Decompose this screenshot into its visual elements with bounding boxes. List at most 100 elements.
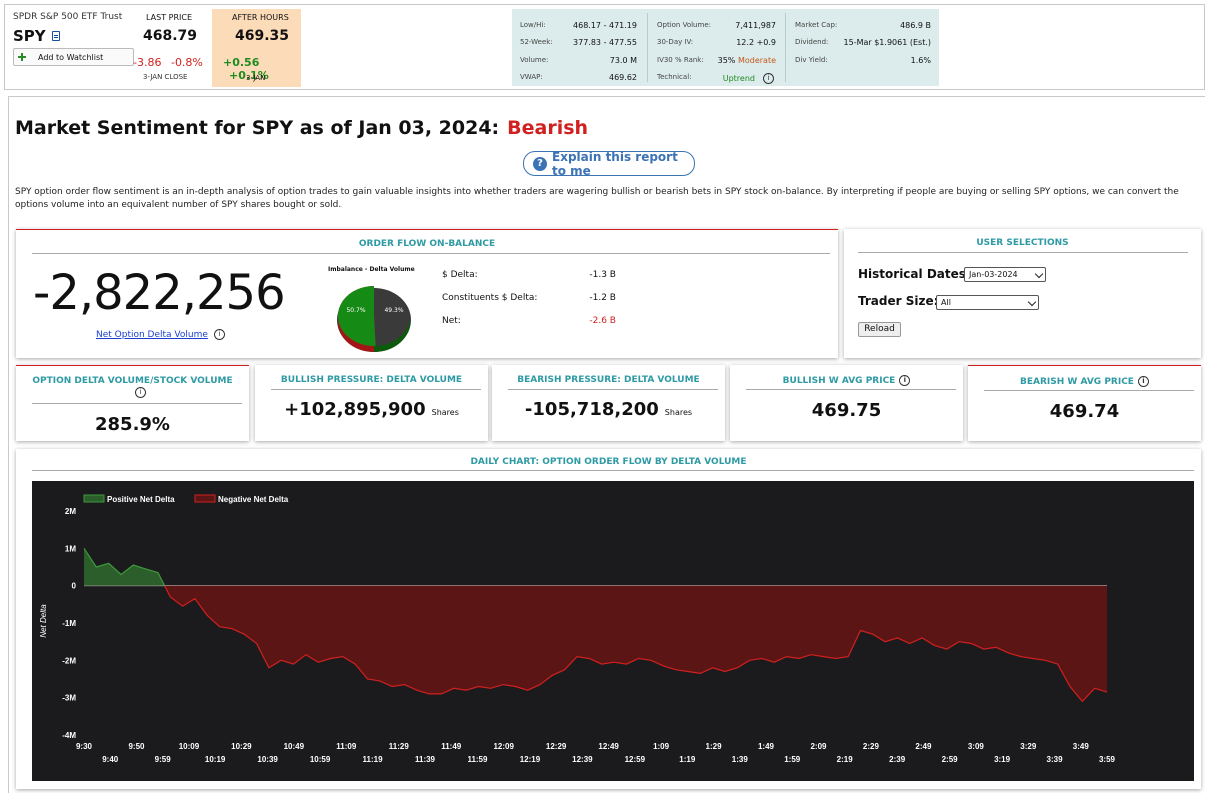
x-tick-label: 12:09 xyxy=(493,742,514,751)
price-change-value: -3.86 xyxy=(133,56,162,69)
stat-card-number: -105,718,200 xyxy=(524,399,659,420)
stat-card-value: 469.75 xyxy=(811,400,882,421)
page-title-text: Market Sentiment for SPY as of Jan 03, 2… xyxy=(15,117,500,139)
x-tick-label: 1:09 xyxy=(653,742,670,751)
after-hours-box: AFTER HOURS 469.35 +0.56 +0.1% 3-JAN xyxy=(212,9,301,87)
stat-card-bullish-avg-price: BULLISH W AVG PRICE i 469.75 xyxy=(730,365,963,441)
after-hours-date: 3-JAN xyxy=(246,74,266,82)
x-tick-label: 10:29 xyxy=(231,742,252,751)
card-divider xyxy=(32,403,242,404)
net-delta-dollar-value: -2.6 B xyxy=(589,316,616,326)
x-tick-label: 9:30 xyxy=(76,742,93,751)
x-tick-label: 3:29 xyxy=(1020,742,1037,751)
user-selections-title: USER SELECTIONS xyxy=(976,238,1069,248)
net-delta-link[interactable]: Net Option Delta Volume i xyxy=(96,329,225,340)
content-frame xyxy=(8,96,1205,793)
explain-report-button[interactable]: ? Explain this report to me xyxy=(523,150,695,178)
stat-card-title: OPTION DELTA VOLUME/STOCK VOLUME xyxy=(32,376,233,386)
stat-card-title: BEARISH W AVG PRICE i xyxy=(968,376,1201,387)
stat-card-value: -105,718,200 Shares xyxy=(492,399,725,420)
info-icon[interactable]: i xyxy=(135,387,146,398)
stats-column-price: Low/Hi: 468.17 - 471.19 52-Week: 377.83 - … xyxy=(520,21,637,82)
info-icon[interactable]: i xyxy=(1137,376,1149,387)
x-tick-label: 10:59 xyxy=(310,755,331,764)
x-tick-label: 2:59 xyxy=(942,755,959,764)
pie-green-edge xyxy=(374,316,410,352)
stat-card-title: BEARISH PRESSURE: DELTA VOLUME xyxy=(517,375,700,385)
constituents-delta-value: -1.2 B xyxy=(589,293,616,303)
price-change-pct: -0.8% xyxy=(170,56,203,69)
watchlist-label: Add to Watchlist xyxy=(38,52,104,62)
x-tick-label: 10:39 xyxy=(257,755,278,764)
order-flow-card: ORDER FLOW ON-BALANCE -2,822,256 Net Opt… xyxy=(16,229,838,358)
x-tick-label: 1:29 xyxy=(706,742,723,751)
card-divider xyxy=(508,389,718,390)
sentiment-label: Bearish xyxy=(507,117,589,139)
x-tick-label: 10:49 xyxy=(284,742,305,751)
pie-title: Imbalance - Delta Volume xyxy=(328,266,415,273)
pie-label-bullish: 49.3% xyxy=(384,307,403,314)
info-icon[interactable]: i xyxy=(899,375,911,386)
x-tick-label: 1:39 xyxy=(732,755,749,764)
stat-card-value: 469.74 xyxy=(1049,401,1120,422)
after-hours-change-value: +0.56 xyxy=(223,56,260,69)
x-tick-label: 11:09 xyxy=(336,742,357,751)
document-icon[interactable] xyxy=(52,31,60,41)
x-tick-label: 3:59 xyxy=(1099,755,1116,764)
historical-dates-select[interactable]: Jan-03-2024 xyxy=(964,267,1046,282)
plus-icon xyxy=(18,53,26,61)
last-price-value: 468.79 xyxy=(143,28,198,44)
legend-swatch-positive xyxy=(83,494,105,503)
question-icon: ? xyxy=(533,157,547,171)
x-tick-label: 9:50 xyxy=(128,742,145,751)
info-icon: i xyxy=(763,73,774,84)
negative-line xyxy=(164,585,1108,703)
x-tick-label: 1:49 xyxy=(758,742,775,751)
add-to-watchlist-button[interactable]: Add to Watchlist xyxy=(13,48,134,66)
x-tick-label: 11:49 xyxy=(441,742,462,751)
y-tick-label: 2M xyxy=(65,507,76,516)
x-tick-label: 10:19 xyxy=(205,755,226,764)
y-tick-label: -3M xyxy=(62,694,76,703)
constituents-delta-label: Constituents $ Delta: xyxy=(442,293,538,303)
fund-name: SPDR S&P 500 ETF Trust xyxy=(13,12,123,22)
legend-swatch-negative xyxy=(194,494,216,503)
x-tick-label: 2:49 xyxy=(915,742,932,751)
after-hours-label: AFTER HOURS xyxy=(232,13,289,22)
net-delta-link-label[interactable]: Net Option Delta Volume xyxy=(96,330,208,340)
trader-size-select[interactable]: All xyxy=(936,295,1039,310)
user-selections-card: USER SELECTIONS Historical Dates: Jan-03… xyxy=(844,229,1201,358)
x-tick-label: 12:29 xyxy=(546,742,567,751)
net-delta-chart: 2M 1M 0 -1M -2M -3M -4M Net Delta 9:30 9:50 10:09 1… xyxy=(32,481,1194,781)
stat-card-value: +102,895,900 Shares xyxy=(255,399,488,420)
reload-button[interactable]: Reload xyxy=(858,322,901,337)
x-tick-label: 12:19 xyxy=(520,755,541,764)
daily-chart-card: DAILY CHART: OPTION ORDER FLOW BY DELTA … xyxy=(16,449,1201,789)
negative-area xyxy=(84,585,1107,702)
pie-label-bearish: 50.7% xyxy=(346,307,365,314)
stat-card-delta-stock-ratio: OPTION DELTA VOLUME/STOCK VOLUME i 285.9… xyxy=(16,365,249,441)
net-delta-label: Net: xyxy=(442,316,461,326)
stats-column-fundamentals: Market Cap: 486.9 B Dividend: 15-Mar $1.90… xyxy=(795,21,931,65)
y-tick-label: -2M xyxy=(62,656,76,665)
net-delta-value: -2,822,256 xyxy=(33,265,286,321)
x-tick-label: 3:09 xyxy=(968,742,985,751)
close-label: 3-JAN CLOSE xyxy=(143,73,188,81)
x-tick-label: 12:49 xyxy=(598,742,619,751)
after-hours-change: +0.56 +0.1% xyxy=(223,56,301,82)
info-icon[interactable]: i xyxy=(213,329,225,340)
x-tick-label: 3:49 xyxy=(1073,742,1090,751)
stat-card-number: +102,895,900 xyxy=(284,399,426,420)
x-tick-label: 2:09 xyxy=(810,742,827,751)
ticker-symbol: SPY xyxy=(13,27,46,45)
dollar-delta-value: -1.3 B xyxy=(589,270,616,280)
shares-label: Shares xyxy=(664,408,693,417)
x-tick-label: 1:59 xyxy=(784,755,801,764)
historical-dates-label: Historical Dates: xyxy=(858,267,971,281)
after-hours-change-pct: +0.1% xyxy=(229,69,269,82)
stats-column-options: Option Volume: 7,411,987 30-Day IV: 12.2 +… xyxy=(657,21,776,84)
stat-card-title: BULLISH PRESSURE: DELTA VOLUME xyxy=(280,375,463,385)
quote-header: SPDR S&P 500 ETF Trust SPY Add to Watchl… xyxy=(4,4,1205,90)
stat-card-title: BULLISH W AVG PRICE i xyxy=(730,375,963,386)
x-tick-label: 1:19 xyxy=(679,755,696,764)
